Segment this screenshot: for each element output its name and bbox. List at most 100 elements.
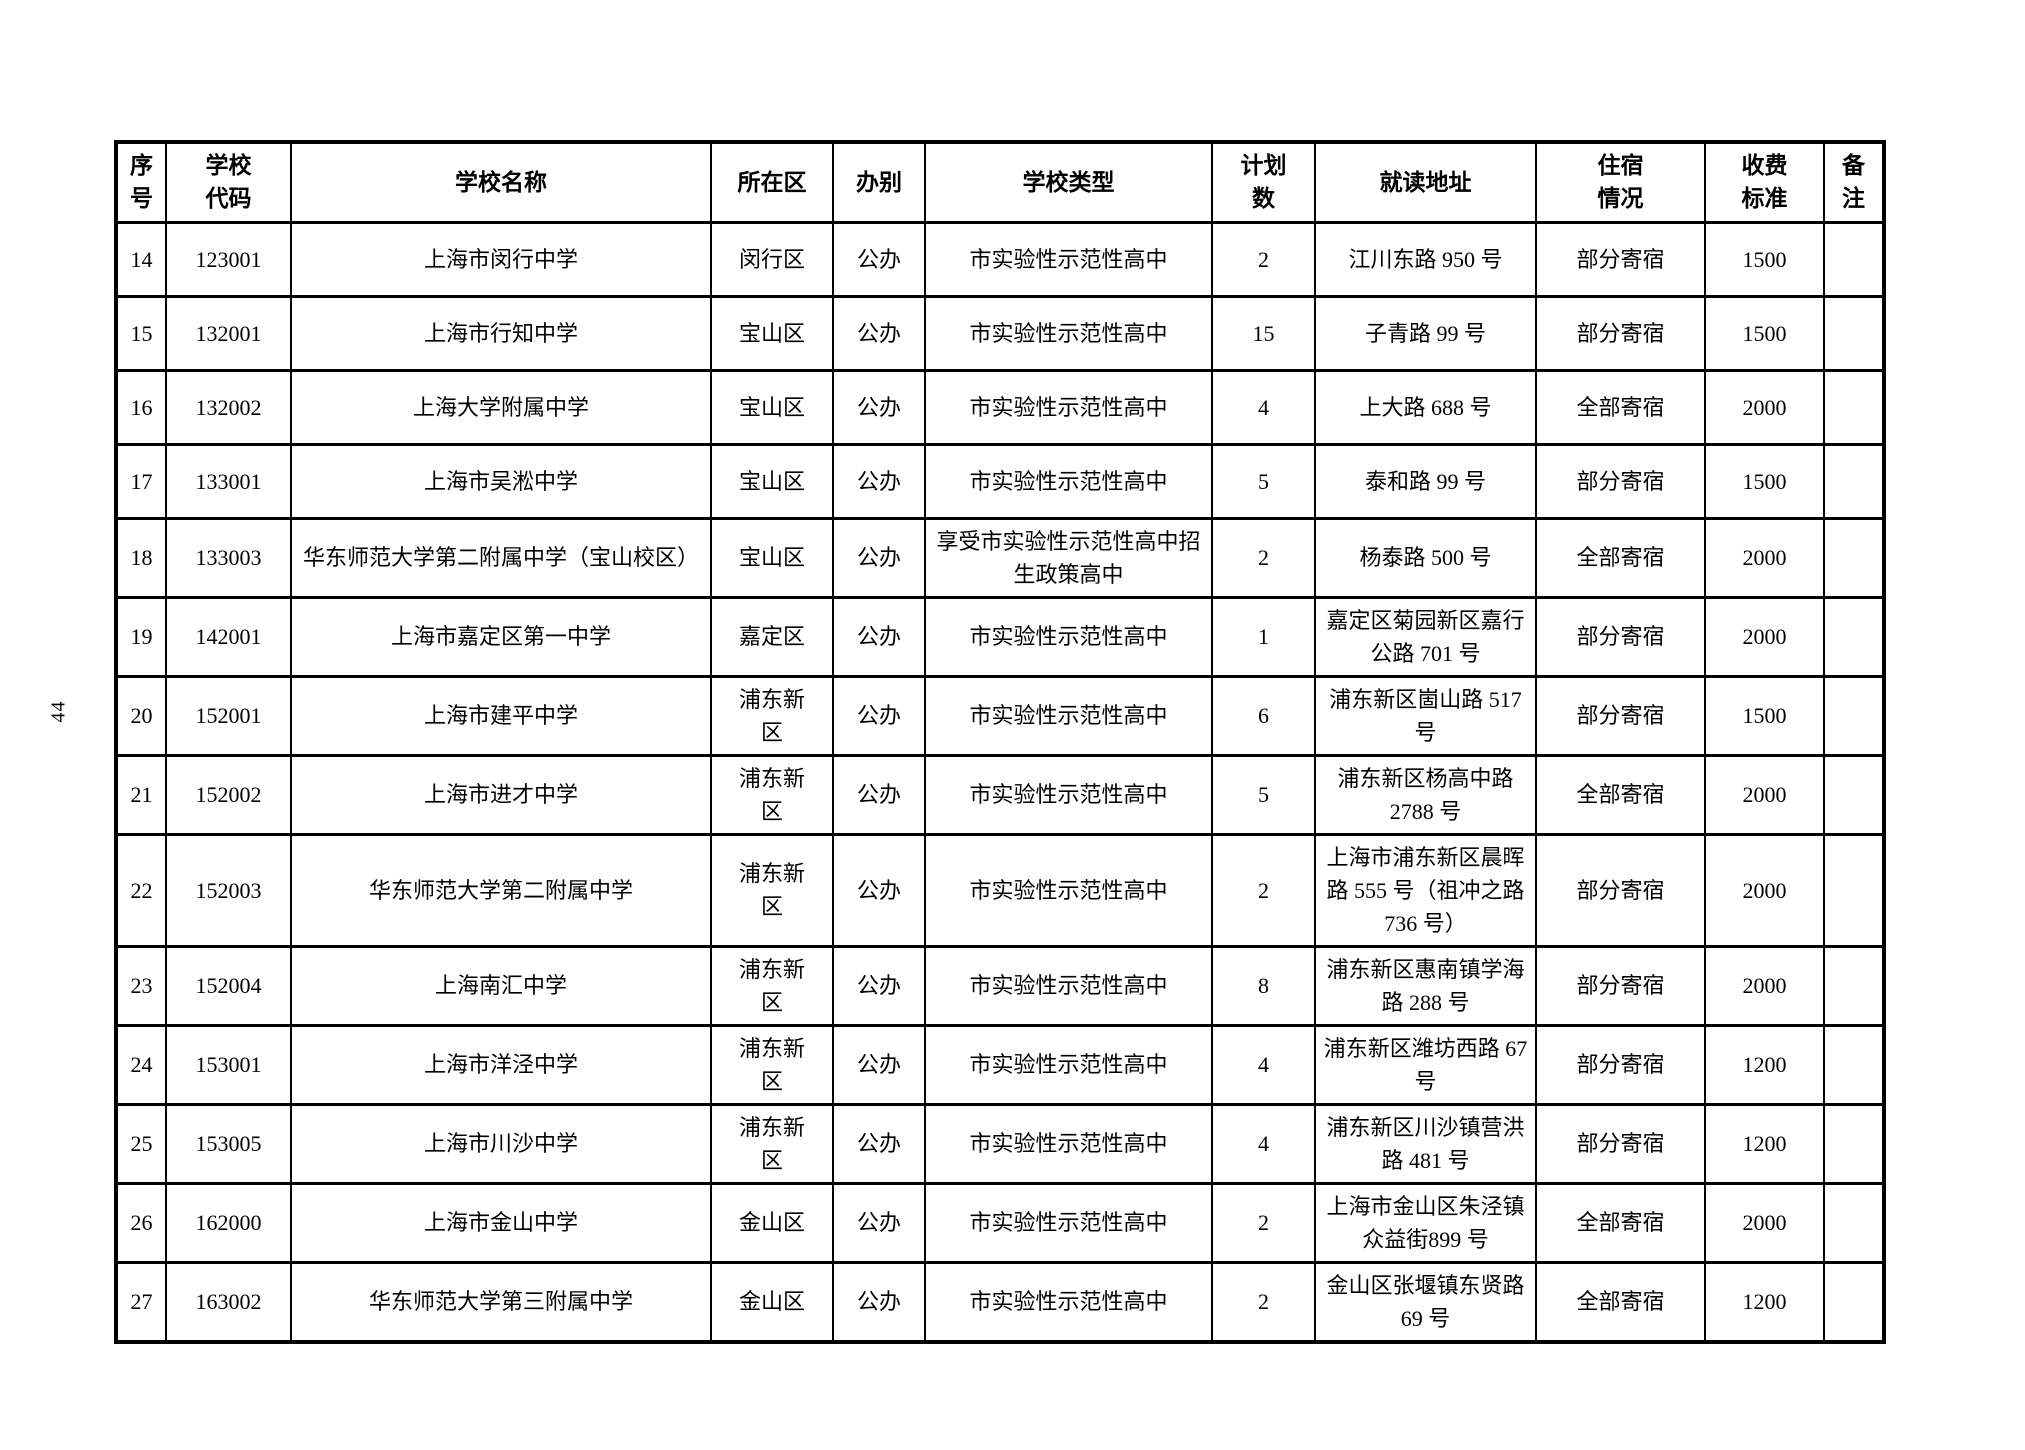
cell-text: 133003 xyxy=(195,545,262,571)
cell-boarding: 全部寄宿 xyxy=(1535,1181,1706,1264)
cell-address: 上海市金山区朱泾镇众益街899 号 xyxy=(1314,1181,1537,1264)
cell-text: 宝山区 xyxy=(738,468,805,494)
cell-address: 上大路 688 号 xyxy=(1314,368,1537,446)
cell-remarks xyxy=(1823,442,1885,520)
cell-text: 4 xyxy=(1258,394,1269,420)
cell-text: 123001 xyxy=(195,246,262,272)
cell-text: 市实验性示范性高中 xyxy=(969,1210,1168,1236)
cell-text: 上海市洋泾中学 xyxy=(423,1052,578,1078)
cell-text: 公办 xyxy=(856,782,901,808)
cell-fee: 1500 xyxy=(1704,674,1825,757)
cell-text: 华东师范大学第三附属中学 xyxy=(368,1289,633,1315)
cell-address: 子青路 99 号 xyxy=(1314,294,1537,372)
cell-text: 市实验性示范性高中 xyxy=(969,468,1168,494)
cell-text: 嘉定区 xyxy=(738,624,805,650)
cell-address: 浦东新区杨高中路 2788 号 xyxy=(1314,753,1537,836)
cell-ownership: 公办 xyxy=(832,220,926,298)
cell-text: 公办 xyxy=(856,545,901,571)
cell-text: 5 xyxy=(1258,782,1269,808)
cell-text: 1500 xyxy=(1742,703,1787,729)
cell-text: 152002 xyxy=(195,782,262,808)
cell-text: 部分寄宿 xyxy=(1576,1131,1665,1157)
cell-district: 宝山区 xyxy=(710,294,834,372)
cell-text: 上海市金山中学 xyxy=(423,1210,578,1236)
cell-type: 市实验性示范性高中 xyxy=(924,442,1213,520)
cell-text: 浦东新区惠南镇学海路 288 号 xyxy=(1326,956,1525,1015)
cell-text: 公办 xyxy=(856,624,901,650)
column-header-type: 学校类型 xyxy=(924,140,1213,224)
column-header-boarding: 住宿 情况 xyxy=(1535,140,1706,224)
cell-ownership: 公办 xyxy=(832,1023,926,1106)
cell-plan: 5 xyxy=(1211,442,1316,520)
cell-name: 上海市洋泾中学 xyxy=(290,1023,712,1106)
cell-text: 上海南汇中学 xyxy=(434,973,567,999)
cell-text: 公办 xyxy=(856,394,901,420)
table-row: 18 133003 华东师范大学第二附属中学（宝山校区） 宝山区 公办 享受市实验性示范性… xyxy=(115,516,1885,599)
cell-text: 18 xyxy=(130,545,153,571)
cell-text: 部分寄宿 xyxy=(1576,1052,1665,1078)
cell-address: 杨泰路 500 号 xyxy=(1314,516,1537,599)
cell-text: 152004 xyxy=(195,973,262,999)
cell-text: 2000 xyxy=(1742,973,1787,999)
cell-text: 4 xyxy=(1258,1131,1269,1157)
cell-boarding: 部分寄宿 xyxy=(1535,832,1706,948)
cell-code: 133003 xyxy=(165,516,292,599)
cell-district: 浦东新区 xyxy=(710,832,834,948)
cell-plan: 8 xyxy=(1211,944,1316,1027)
cell-seq: 20 xyxy=(115,674,167,757)
cell-text: 浦东新区 xyxy=(738,1035,805,1094)
cell-name: 上海市行知中学 xyxy=(290,294,712,372)
cell-fee: 1200 xyxy=(1704,1260,1825,1344)
cell-district: 金山区 xyxy=(710,1181,834,1264)
cell-text: 公办 xyxy=(856,1210,901,1236)
cell-text: 1200 xyxy=(1742,1289,1787,1315)
cell-remarks xyxy=(1823,674,1885,757)
cell-remarks xyxy=(1823,516,1885,599)
column-header-district: 所在区 xyxy=(710,140,834,224)
cell-text: 市实验性示范性高中 xyxy=(969,877,1168,903)
cell-text: 132001 xyxy=(195,320,262,346)
cell-boarding: 部分寄宿 xyxy=(1535,674,1706,757)
cell-text: 市实验性示范性高中 xyxy=(969,703,1168,729)
cell-fee: 2000 xyxy=(1704,753,1825,836)
cell-fee: 2000 xyxy=(1704,944,1825,1027)
cell-text: 2000 xyxy=(1742,782,1787,808)
cell-text: 江川东路 950 号 xyxy=(1348,246,1503,272)
cell-district: 宝山区 xyxy=(710,368,834,446)
cell-ownership: 公办 xyxy=(832,1181,926,1264)
cell-text: 华东师范大学第二附属中学 xyxy=(368,877,633,903)
cell-text: 嘉定区菊园新区嘉行公路 701 号 xyxy=(1326,607,1525,666)
cell-text: 浦东新区崮山路 517 号 xyxy=(1329,686,1522,745)
cell-type: 享受市实验性示范性高中招生政策高中 xyxy=(924,516,1213,599)
cell-text: 1500 xyxy=(1742,246,1787,272)
cell-fee: 2000 xyxy=(1704,1181,1825,1264)
cell-text: 2000 xyxy=(1742,1210,1787,1236)
cell-name: 上海市闵行中学 xyxy=(290,220,712,298)
cell-boarding: 部分寄宿 xyxy=(1535,595,1706,678)
cell-plan: 4 xyxy=(1211,1102,1316,1185)
cell-text: 部分寄宿 xyxy=(1576,468,1665,494)
cell-fee: 2000 xyxy=(1704,516,1825,599)
cell-name: 华东师范大学第二附属中学（宝山校区） xyxy=(290,516,712,599)
cell-text: 2000 xyxy=(1742,877,1787,903)
cell-type: 市实验性示范性高中 xyxy=(924,944,1213,1027)
cell-plan: 2 xyxy=(1211,1260,1316,1344)
cell-text: 市实验性示范性高中 xyxy=(969,624,1168,650)
cell-text: 上海市行知中学 xyxy=(423,320,578,346)
table-row: 21 152002 上海市进才中学 浦东新区 公办 市实验性示范性高中 5 浦东新区杨高中路 … xyxy=(115,753,1885,836)
cell-address: 浦东新区川沙镇营洪路 481 号 xyxy=(1314,1102,1537,1185)
cell-address: 浦东新区惠南镇学海路 288 号 xyxy=(1314,944,1537,1027)
cell-text: 部分寄宿 xyxy=(1576,246,1665,272)
cell-text: 上海市闵行中学 xyxy=(423,246,578,272)
cell-address: 浦东新区崮山路 517 号 xyxy=(1314,674,1537,757)
cell-district: 闵行区 xyxy=(710,220,834,298)
cell-text: 24 xyxy=(130,1052,153,1078)
cell-text: 子青路 99 号 xyxy=(1364,320,1486,346)
cell-remarks xyxy=(1823,1023,1885,1106)
cell-text: 浦东新区川沙镇营洪路 481 号 xyxy=(1326,1114,1525,1173)
cell-district: 金山区 xyxy=(710,1260,834,1344)
table-row: 24 153001 上海市洋泾中学 浦东新区 公办 市实验性示范性高中 4 浦东新区潍坊西路 … xyxy=(115,1023,1885,1106)
cell-remarks xyxy=(1823,753,1885,836)
cell-boarding: 部分寄宿 xyxy=(1535,944,1706,1027)
column-header-code: 学校 代码 xyxy=(165,140,292,224)
